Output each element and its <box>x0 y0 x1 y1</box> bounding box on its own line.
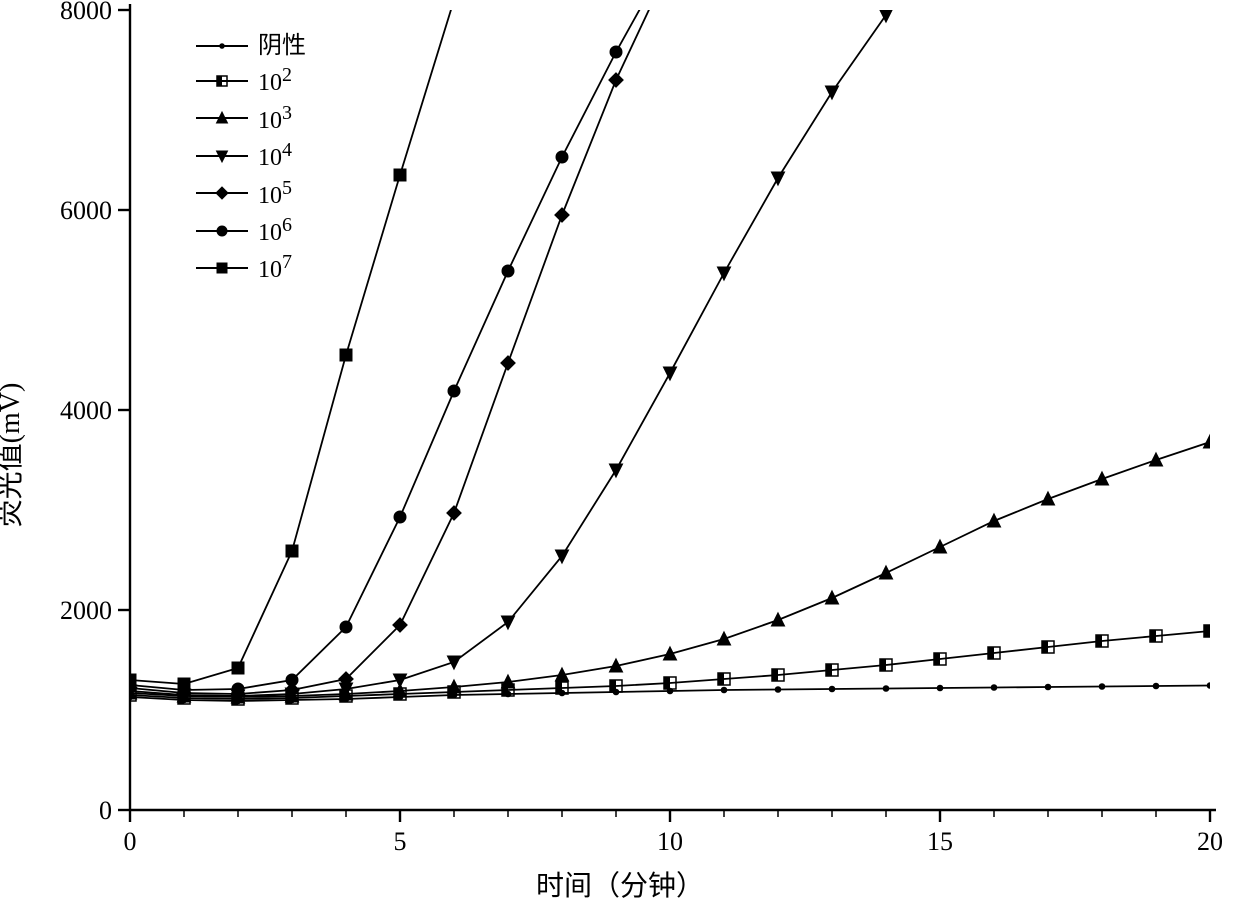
legend-line-icon <box>196 80 248 82</box>
y-tick-label: 4000 <box>60 396 112 425</box>
x-tick-label: 20 <box>1197 827 1223 856</box>
legend-exponent: 7 <box>282 251 292 273</box>
legend-marker-icon <box>213 37 231 55</box>
legend-item-1e6: 106 <box>196 212 306 249</box>
legend-item-1e3: 103 <box>196 100 306 137</box>
y-tick-label: 8000 <box>60 0 112 25</box>
legend-exponent: 2 <box>282 64 292 86</box>
x-tick-label: 0 <box>124 827 137 856</box>
legend-marker-icon <box>213 184 231 202</box>
legend-line-icon <box>196 117 248 119</box>
x-tick-label: 15 <box>927 827 953 856</box>
x-tick-label: 5 <box>394 827 407 856</box>
legend-marker-icon <box>213 109 231 127</box>
legend: 阴性102103104105106107 <box>188 26 314 291</box>
legend-label: 104 <box>258 137 292 174</box>
legend-line-icon <box>196 155 248 157</box>
legend-item-1e2: 102 <box>196 62 306 99</box>
legend-item-1e4: 104 <box>196 137 306 174</box>
x-axis-label: 时间（分钟） <box>536 864 704 904</box>
y-tick-label: 0 <box>99 796 112 825</box>
legend-marker-icon <box>213 72 231 90</box>
legend-item-1e7: 107 <box>196 249 306 286</box>
legend-exponent: 4 <box>282 139 292 161</box>
legend-line-icon <box>196 230 248 232</box>
y-tick-label: 2000 <box>60 596 112 625</box>
legend-line-icon <box>196 45 248 47</box>
y-axis-label: 荧光值(mV) <box>0 383 28 528</box>
y-tick-label: 6000 <box>60 196 112 225</box>
x-tick-label: 10 <box>657 827 683 856</box>
legend-exponent: 6 <box>282 214 292 236</box>
legend-marker-icon <box>213 222 231 240</box>
legend-marker-icon <box>213 259 231 277</box>
chart-container: 荧光值(mV) 时间（分钟） 0 5 10 15 20 0 2000 4000 6000 8000… <box>0 0 1240 910</box>
legend-item-negative: 阴性 <box>196 30 306 62</box>
legend-label: 105 <box>258 175 292 212</box>
legend-label: 阴性 <box>258 30 306 62</box>
legend-label: 106 <box>258 212 292 249</box>
legend-line-icon <box>196 267 248 269</box>
legend-exponent: 3 <box>282 102 292 124</box>
legend-line-icon <box>196 192 248 194</box>
legend-label: 102 <box>258 62 292 99</box>
legend-label: 107 <box>258 249 292 286</box>
legend-exponent: 5 <box>282 177 292 199</box>
legend-marker-icon <box>213 147 231 165</box>
legend-item-1e5: 105 <box>196 175 306 212</box>
chart-svg: 0 5 10 15 20 0 2000 4000 6000 8000 <box>0 0 1240 910</box>
legend-label: 103 <box>258 100 292 137</box>
series-1e3 <box>123 435 1216 703</box>
